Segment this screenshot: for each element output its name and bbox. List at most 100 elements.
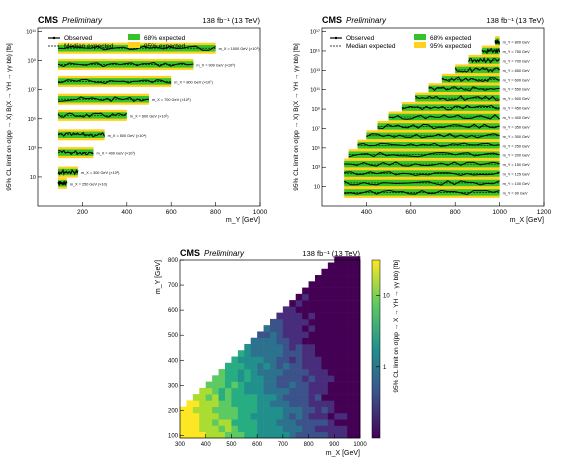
- heatmap-cell: [192, 406, 200, 414]
- heatmap-cell: [347, 268, 354, 276]
- heatmap-cell: [327, 400, 335, 407]
- heatmap-cell: [212, 419, 219, 426]
- heatmap-cell: [199, 400, 207, 407]
- heatmap-cell: [353, 394, 361, 401]
- heatmap-cell: [237, 387, 245, 395]
- y-tick-label: 600: [168, 308, 179, 314]
- heatmap-cell: [327, 369, 335, 376]
- heatmap-cell: [302, 387, 309, 395]
- observed-line: [388, 114, 500, 120]
- heatmap-cell: [186, 419, 194, 426]
- heatmap-cell: [282, 375, 290, 382]
- heatmap-cell: [315, 431, 322, 439]
- series-label: m_Y = 250 GeV: [503, 144, 531, 148]
- heatmap-cell: [340, 312, 348, 320]
- heatmap-cell: [308, 331, 316, 339]
- panel-top-left: m_X = 1000 GeV (×10⁹) m_X = 900 GeV (×10⁸…: [6, 15, 268, 224]
- heatmap-cell: [295, 318, 303, 326]
- panel-bottom: 300 400 500 600 700 800 900 1000 100 200 300 400 500…: [155, 248, 400, 457]
- legend-band95: 95% expected: [430, 43, 472, 50]
- heatmap-cell: [199, 394, 207, 401]
- heatmap-cell: [347, 281, 354, 288]
- heatmap-cell: [321, 337, 329, 345]
- heatmap-cell: [289, 306, 297, 313]
- heatmap-cell: [282, 406, 290, 414]
- heatmap-cell: [250, 419, 258, 426]
- heatmap-cell: [270, 394, 277, 401]
- heatmap-cell: [347, 275, 354, 282]
- heatmap-cell: [347, 356, 354, 364]
- heatmap-cell: [327, 419, 335, 426]
- observed-line: [57, 131, 106, 138]
- heatmap-cell: [347, 419, 354, 426]
- colorbar-ticks: 1 10: [376, 294, 390, 371]
- heatmap-cell: [353, 318, 361, 326]
- heatmap-cell: [334, 381, 342, 389]
- heatmap-cell: [289, 362, 297, 370]
- heatmap-cell: [295, 300, 303, 307]
- heatmap-cell: [308, 356, 316, 364]
- heatmap-cell: [334, 375, 342, 382]
- tl-bands: m_X = 1000 GeV (×10⁹) m_X = 900 GeV (×10⁸…: [57, 42, 260, 189]
- heatmap-cell: [263, 356, 271, 364]
- heatmap-cell: [315, 381, 322, 389]
- heatmap-cell: [321, 362, 329, 370]
- heatmap-cell: [334, 362, 342, 370]
- heatmap-cell: [276, 387, 284, 395]
- heatmap-cell: [302, 400, 309, 407]
- heatmap-cell: [244, 356, 252, 364]
- heatmap-cell: [295, 350, 303, 357]
- lumi-label: 138 fb⁻¹ (13 TeV): [302, 249, 360, 258]
- heatmap-cell: [225, 400, 232, 407]
- heatmap-cell: [347, 312, 354, 320]
- x-tick-label: 300: [175, 442, 186, 448]
- heatmap-cell: [315, 400, 322, 407]
- y-tick-label: 10⁷: [28, 87, 36, 94]
- heatmap-cell: [257, 381, 264, 389]
- series-label: m_Y = 150 GeV: [503, 163, 531, 167]
- heatmap-cell: [231, 431, 239, 439]
- heatmap-cell: [321, 381, 329, 389]
- y-tick-label: 10⁷: [312, 125, 320, 132]
- tr-bands: m_Y = 90 GeV m_Y = 100 GeV m_Y = 125 GeV m_…: [343, 36, 531, 198]
- heatmap-cell: [250, 362, 258, 370]
- colorbar-tick-label: 1: [383, 365, 387, 371]
- heatmap-cell: [353, 356, 361, 364]
- heatmap-cell: [205, 412, 213, 420]
- heatmap-cell: [353, 343, 361, 351]
- heatmap-cell: [263, 412, 271, 420]
- y-tick-label: 10¹⁷: [310, 29, 320, 36]
- observed-line: [481, 48, 501, 54]
- heatmap-cell: [237, 362, 245, 370]
- heatmap-cell: [212, 375, 219, 382]
- heatmap-cell: [186, 425, 194, 433]
- heatmap-cell: [347, 306, 354, 313]
- y-tick-label: 800: [168, 258, 179, 264]
- observed-line: [441, 76, 500, 83]
- heatmap-cell: [315, 312, 322, 320]
- observed-line: [57, 112, 128, 118]
- heatmap-cell: [334, 431, 342, 439]
- series-label: m_X = 900 GeV (×10⁸): [196, 63, 235, 67]
- heatmap-cell: [199, 419, 207, 426]
- heatmap-cell: [270, 337, 277, 345]
- heatmap-cell: [180, 431, 187, 439]
- heatmap-cell: [289, 356, 297, 364]
- heatmap-cell: [237, 425, 245, 433]
- heatmap-cell: [340, 331, 348, 339]
- heatmap-cell: [289, 343, 297, 351]
- y-tick-label: 10¹¹: [26, 30, 36, 36]
- heatmap-cell: [327, 312, 335, 320]
- heatmap-cell: [334, 312, 342, 320]
- heatmap-cell: [231, 381, 239, 389]
- legend-band68: 68% expected: [430, 35, 472, 42]
- heatmap-cell: [327, 331, 335, 339]
- heatmap-cell: [270, 375, 277, 382]
- heatmap-cell: [347, 387, 354, 395]
- heatmap-cell: [302, 419, 309, 426]
- heatmap-cell: [244, 431, 252, 439]
- heatmap-cell: [212, 400, 219, 407]
- heatmap-cell: [340, 275, 348, 282]
- heatmap-cell: [270, 412, 277, 420]
